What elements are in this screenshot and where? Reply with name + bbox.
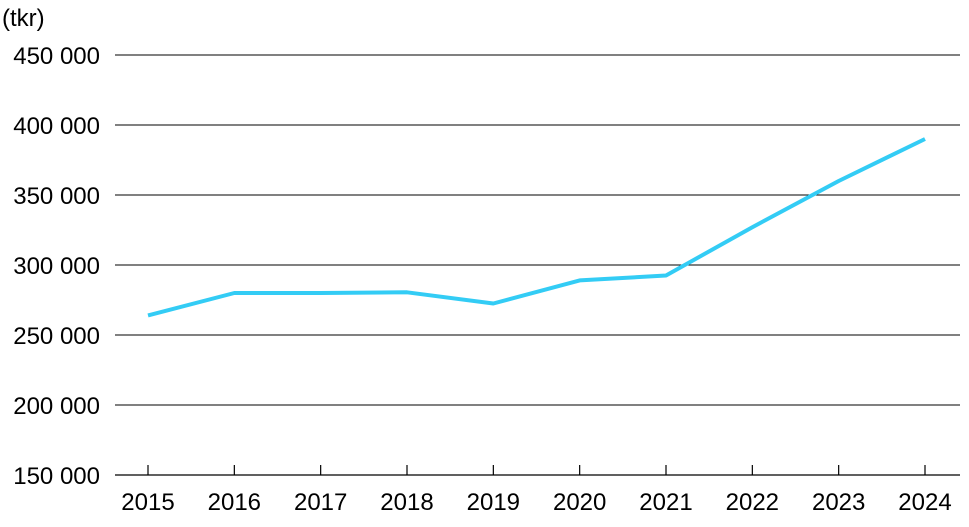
y-tick-label: 450 000 bbox=[13, 43, 100, 70]
data-series bbox=[147, 137, 926, 318]
series-line bbox=[147, 137, 926, 318]
x-tick-label: 2023 bbox=[812, 489, 865, 516]
x-tick-label: 2017 bbox=[294, 489, 347, 516]
gridlines bbox=[115, 54, 960, 406]
x-axis bbox=[115, 465, 960, 476]
x-tick-label: 2019 bbox=[467, 489, 520, 516]
y-tick-label: 400 000 bbox=[13, 113, 100, 140]
x-tick-label: 2024 bbox=[898, 489, 951, 516]
y-axis-tick-labels: 150 000 200 000 250 000 300 000 350 000 400 0… bbox=[13, 43, 100, 490]
x-tick-label: 2022 bbox=[726, 489, 779, 516]
x-tick-label: 2015 bbox=[121, 489, 174, 516]
x-tick-label: 2018 bbox=[380, 489, 433, 516]
y-axis-unit-label: (tkr) bbox=[2, 5, 45, 32]
x-tick-label: 2021 bbox=[639, 489, 692, 516]
x-tick-label: 2016 bbox=[208, 489, 261, 516]
y-tick-label: 150 000 bbox=[13, 463, 100, 490]
y-tick-label: 300 000 bbox=[13, 253, 100, 280]
x-axis-tick-labels: 2015 2016 2017 2018 2019 2020 2021 2022 2023 2024 bbox=[121, 489, 951, 516]
x-tick-label: 2020 bbox=[553, 489, 606, 516]
y-tick-label: 200 000 bbox=[13, 393, 100, 420]
y-tick-label: 350 000 bbox=[13, 183, 100, 210]
y-tick-label: 250 000 bbox=[13, 323, 100, 350]
